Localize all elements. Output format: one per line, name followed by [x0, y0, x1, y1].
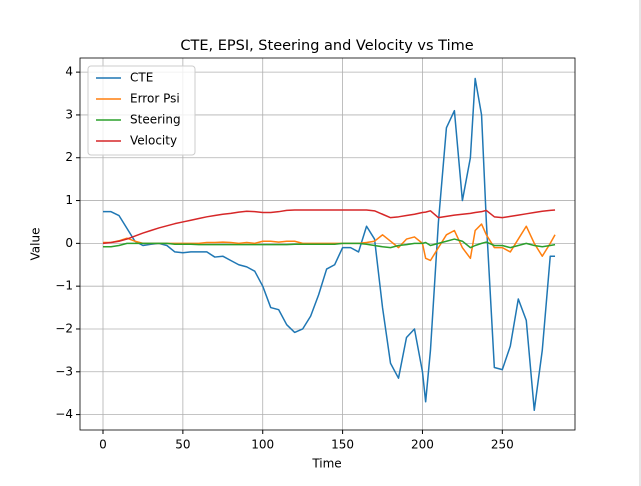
plot-frame [79, 57, 576, 431]
y-tick-label: 3 [65, 107, 73, 121]
y-tick-label: −1 [55, 279, 73, 293]
chart-title: CTE, EPSI, Steering and Velocity vs Time [180, 38, 473, 54]
legend-box [87, 65, 196, 156]
legend-label: Velocity [130, 134, 177, 148]
x-axis-label: Time [311, 457, 341, 471]
y-tick-label: 1 [65, 193, 73, 207]
data-line [103, 77, 556, 412]
x-tick-label: 0 [99, 438, 107, 452]
y-tick-label: −4 [55, 407, 73, 421]
x-tick-label: 200 [411, 438, 434, 452]
data-line [102, 209, 556, 245]
x-tick-label: 100 [251, 438, 274, 452]
y-tick-label: 0 [65, 236, 73, 250]
y-tick-label: 2 [65, 150, 73, 164]
x-tick-label: 50 [175, 438, 190, 452]
y-tick-label: −3 [55, 364, 73, 378]
y-tick-label: 4 [65, 65, 73, 79]
legend-label: Steering [130, 113, 181, 127]
legend-label: Error Psi [130, 92, 180, 106]
legend-label: CTE [130, 71, 153, 85]
x-tick-label: 250 [491, 438, 514, 452]
y-axis-label: Value [29, 228, 43, 261]
data-line [103, 238, 556, 249]
y-tick-label: −2 [55, 321, 73, 335]
x-tick-label: 150 [331, 438, 354, 452]
